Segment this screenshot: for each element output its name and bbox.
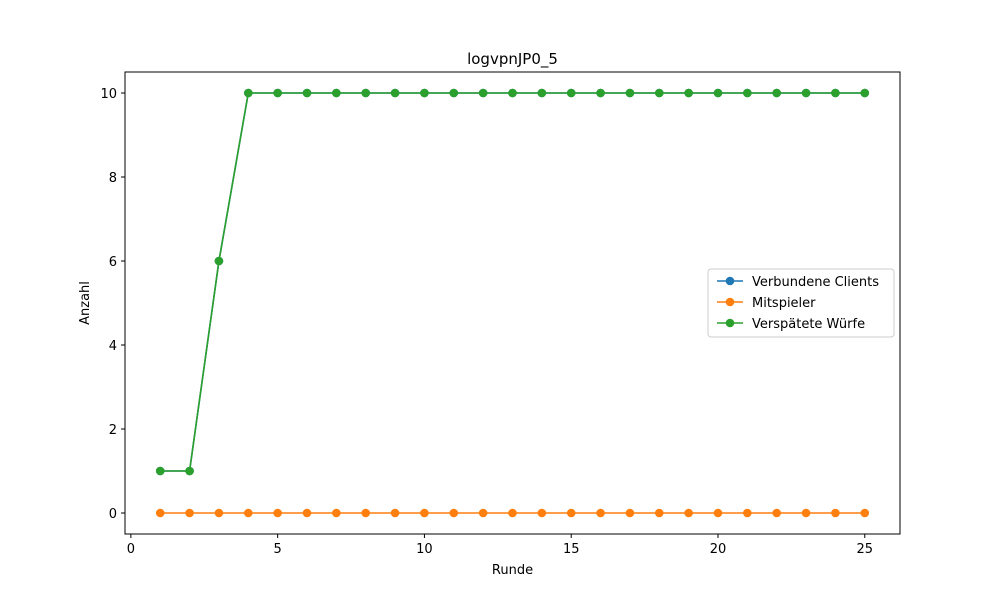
y-tick-label: 8 [109,171,117,186]
y-tick-label: 2 [109,423,117,438]
data-point [332,88,341,98]
data-point [801,88,811,98]
data-point [155,466,165,476]
data-point [772,88,782,98]
data-point [243,508,253,518]
data-point [478,508,488,518]
data-point [860,88,870,98]
legend: Verbundene Clients Mitspieler Verspätete W… [707,268,895,338]
data-point [361,508,371,518]
x-tick-label: 15 [563,542,580,557]
data-point [743,88,752,98]
data-point [684,88,693,98]
data-point [831,508,840,518]
data-point [684,508,693,518]
data-point [332,508,341,518]
data-point [625,508,635,518]
x-tick-label: 20 [710,542,727,557]
data-point [302,508,312,518]
data-point [478,88,488,98]
legend-item: Mitspieler [717,296,816,311]
data-point [566,88,576,98]
data-point [508,508,517,518]
legend-marker [725,276,735,286]
legend-marker [725,318,735,328]
legend-box [707,268,895,338]
data-point [185,466,194,476]
series-2 [155,508,870,518]
data-point [273,508,282,518]
data-point [155,508,165,518]
data-point [273,88,282,98]
data-point [390,508,400,518]
series-layer [155,88,870,518]
data-point [713,508,723,518]
data-point [537,508,547,518]
data-point [537,88,547,98]
data-point [185,508,194,518]
data-point [390,88,400,98]
data-point [654,508,664,518]
data-point [243,88,253,98]
y-tick-label: 4 [109,339,117,354]
plot-frame [124,71,901,535]
legend-label: Mitspieler [752,296,816,311]
x-tick-label: 10 [416,542,433,557]
data-point [302,88,312,98]
x-tick-label: 25 [856,542,873,557]
data-point [713,88,723,98]
data-point [361,88,371,98]
chart-title: logvpnJP0_5 [467,50,558,69]
data-point [801,508,811,518]
data-point [596,88,605,98]
data-point [214,508,224,518]
legend-item: Verbundene Clients [717,275,879,290]
x-axis: 0 5 10 15 20 25 [127,534,873,557]
data-point [860,508,870,518]
legend-item: Verspätete Würfe [717,317,865,332]
legend-label: Verbundene Clients [752,275,879,290]
data-point [449,88,459,98]
y-axis-label: Anzahl [78,281,93,325]
data-point [743,508,752,518]
data-point [566,508,576,518]
x-axis-label: Runde [492,563,533,578]
data-point [508,88,517,98]
data-point [772,508,782,518]
data-point [654,88,664,98]
legend-label: Verspätete Würfe [752,317,865,332]
data-point [449,508,459,518]
data-point [831,88,840,98]
y-tick-label: 6 [109,255,117,270]
y-axis: 0 2 4 6 8 10 [100,87,125,522]
y-tick-label: 10 [100,87,117,102]
data-point [420,508,429,518]
series-3 [155,88,870,476]
x-tick-label: 5 [274,542,282,557]
data-point [625,88,635,98]
legend-marker [725,297,735,307]
y-tick-label: 0 [109,507,117,522]
data-point [420,88,429,98]
data-point [596,508,605,518]
x-tick-label: 0 [127,542,135,557]
data-point [214,256,224,266]
